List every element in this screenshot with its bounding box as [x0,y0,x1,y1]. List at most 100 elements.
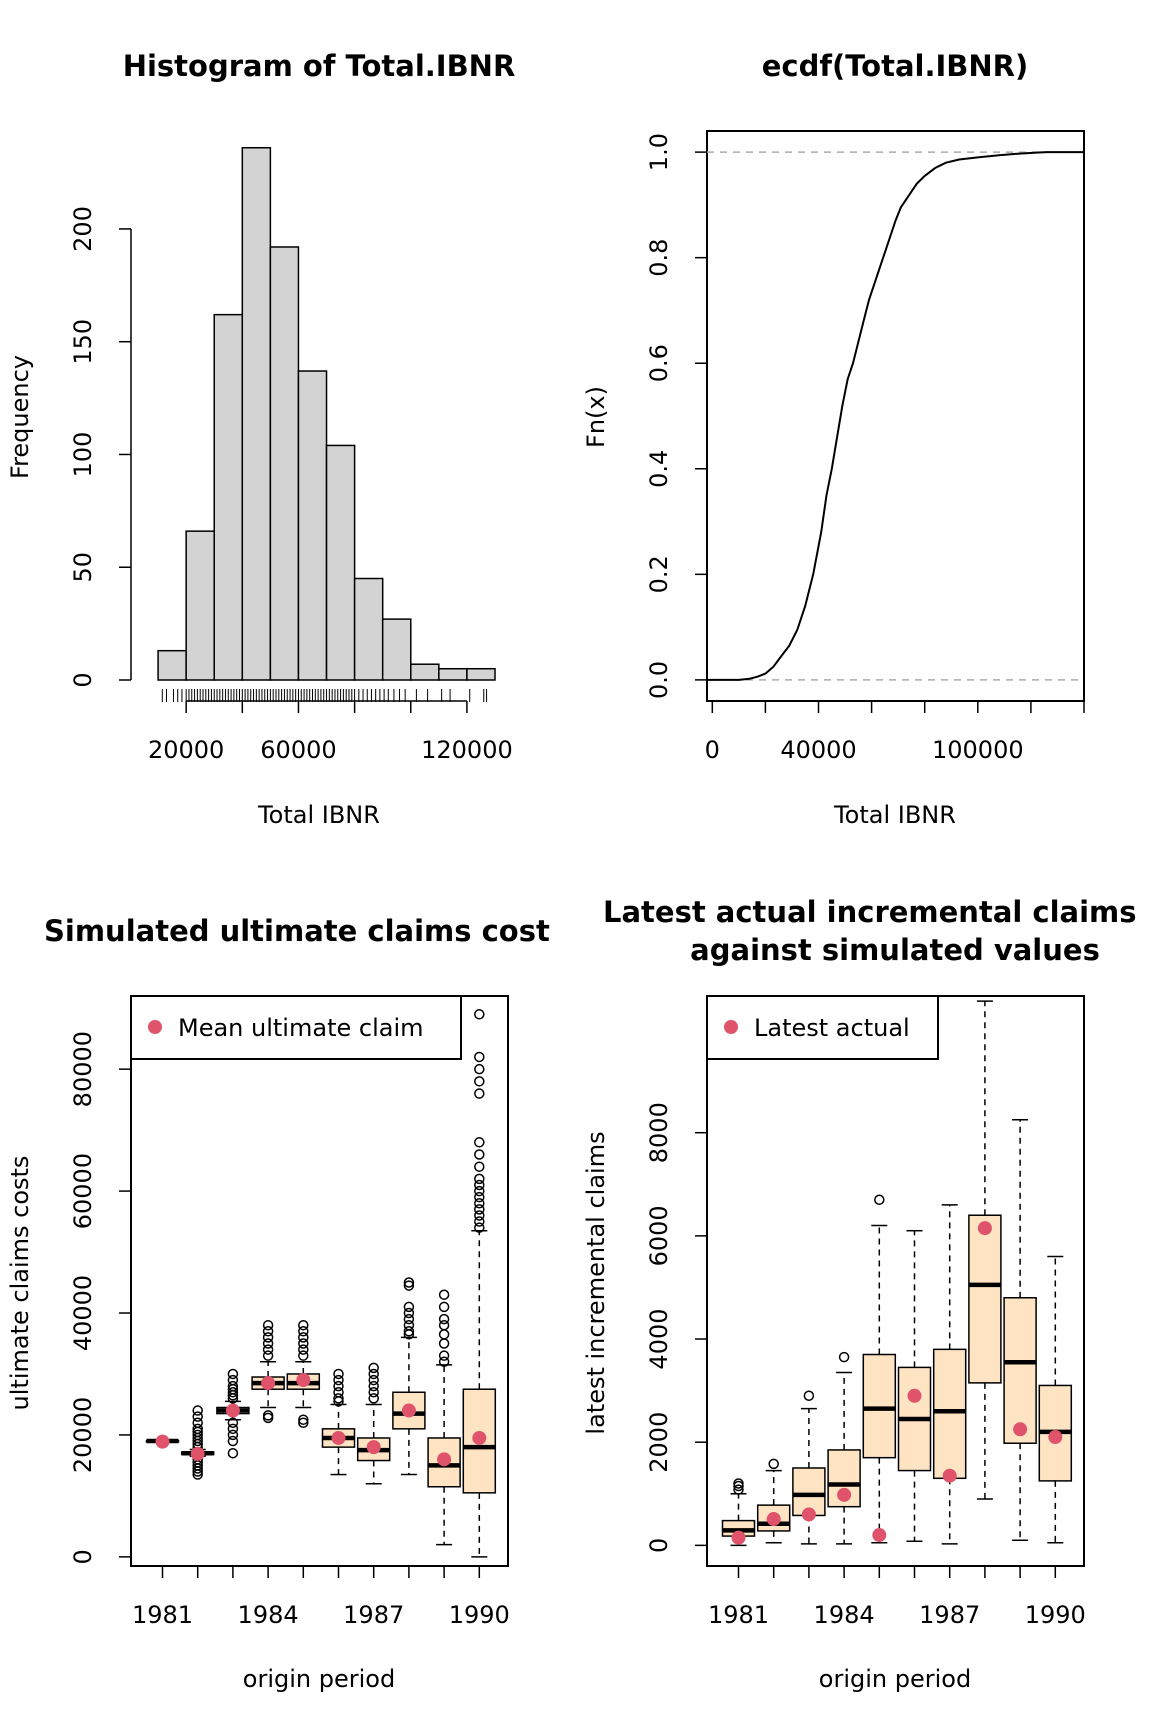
outlier-point [227,1417,239,1428]
actual-point [872,1528,887,1543]
mean-point [401,1403,416,1418]
outlier-point [438,1338,450,1349]
box-group [932,1204,967,1545]
y-tick-label: 0 [69,672,97,687]
incremental-claims-y-label: latest incremental claims [582,1131,610,1434]
x-tick-label: 1987 [919,1601,980,1629]
histogram-panel: Histogram of Total.IBNR Total IBNR Frequ… [6,49,515,829]
outlier-point [474,1063,485,1075]
outlier-point [403,1326,415,1337]
outlier-point [403,1280,415,1291]
outlier-point [262,1338,274,1349]
mean-point [155,1434,170,1449]
ecdf-panel: ecdf(Total.IBNR) Total IBNR Fn(x) 0 40000… [582,49,1085,829]
x-tick-label: 1981 [708,1601,769,1629]
outlier-point [474,1009,485,1020]
actual-point [1048,1430,1063,1445]
outlier-point [474,1198,485,1209]
histogram-bar [381,618,412,681]
outlier-point [768,1458,779,1470]
outlier-point [474,1179,485,1191]
box [968,1214,1002,1384]
x-tick-label: 40000 [780,736,856,764]
box-group [180,1405,215,1480]
outlier-point [438,1319,450,1331]
histogram-bar [325,444,356,681]
outlier-point [438,1313,450,1325]
ecdf-title: ecdf(Total.IBNR) [762,49,1028,83]
outlier-point [333,1393,344,1404]
histogram-x-label: Total IBNR [257,801,380,829]
outlier-point [298,1414,309,1425]
x-tick-label: 1984 [814,1601,875,1629]
outlier-point [298,1326,309,1337]
box-group [897,1229,932,1542]
outlier-point [262,1344,274,1355]
box-group [968,1000,1002,1500]
histogram-rug [161,689,488,702]
y-tick-label: 1.0 [645,133,673,171]
outlier-point [368,1380,379,1392]
histogram-title: Histogram of Total.IBNR [123,49,516,83]
ultimate-claims-x-label: origin period [243,1665,395,1693]
ecdf-plot-frame [706,130,1085,702]
legend-marker [724,1020,738,1034]
y-tick-label: 0 [645,1538,673,1553]
x-tick-label: 120000 [421,736,513,764]
actual-point [977,1221,992,1236]
outlier-point [227,1423,239,1435]
outlier-point [438,1301,450,1313]
y-tick-label: 0.2 [645,555,673,593]
outlier-point [474,1088,485,1099]
ecdf-axes: 0 40000 100000 0.0 0.2 0.4 0.6 0.8 1.0 [645,133,1085,764]
ultimate-claims-axes: 1981 1984 1987 1990 0 20000 40000 60000 80000 [69,1031,510,1629]
histogram-bar [157,649,187,681]
box-group [862,1194,897,1544]
outlier-point [733,1484,744,1495]
outlier-point [838,1351,850,1363]
outlier-point [298,1338,309,1349]
incremental-claims-panel: Latest actual incremental claims against… [582,895,1137,1693]
histogram-bar [466,667,496,681]
outlier-point [227,1368,239,1380]
outlier-point [474,1216,485,1227]
y-tick-label: 4000 [645,1308,673,1369]
mean-point [261,1376,276,1391]
y-tick-label: 0.6 [645,344,673,382]
outlier-point [333,1368,344,1380]
histogram-bar [213,313,244,681]
histogram-bars [157,146,496,681]
outlier-point [474,1161,485,1172]
box [932,1348,967,1480]
outlier-point [333,1380,344,1392]
outlier-point [298,1332,309,1343]
histogram-bar [269,246,300,681]
mean-point [225,1403,240,1418]
histogram-y-label: Frequency [6,355,34,479]
outlier-point [262,1326,274,1337]
actual-point [1013,1422,1028,1437]
outlier-point [438,1329,450,1340]
outlier-point [733,1478,744,1489]
y-tick-label: 6000 [645,1205,673,1266]
y-tick-label: 8000 [645,1102,673,1163]
box-group [216,1368,250,1459]
x-tick-label: 0 [705,736,720,764]
incremental-claims-x-label: origin period [819,1665,971,1693]
outlier-point [874,1194,885,1206]
outlier-point [474,1137,485,1148]
actual-point [942,1468,957,1483]
outlier-point [474,1076,485,1087]
outlier-point [227,1447,239,1459]
outlier-point [192,1423,203,1435]
mean-point [437,1452,452,1467]
outlier-point [298,1344,309,1355]
outlier-point [474,1149,485,1160]
legend-marker [148,1020,162,1034]
outlier-point [474,1204,485,1215]
outlier-point [192,1405,203,1416]
outlier-point [333,1387,344,1398]
box-group [145,1434,180,1449]
outlier-point [403,1319,415,1331]
incremental-claims-legend: Latest actual [706,995,939,1060]
